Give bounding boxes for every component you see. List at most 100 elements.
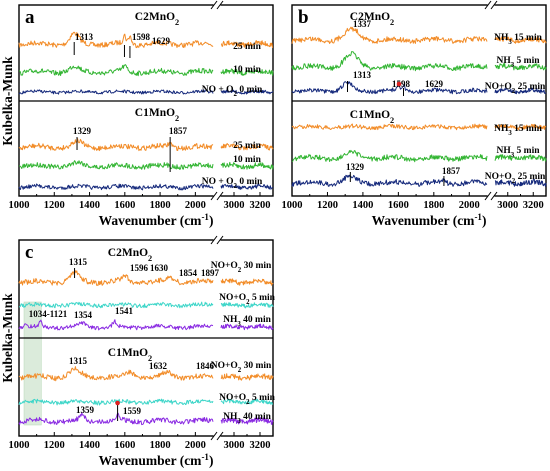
peak-label: 1630 — [150, 263, 169, 273]
x-tick-label: 1800 — [150, 200, 171, 211]
x-tick-label: 3000 — [224, 440, 245, 451]
series-label: NO+O2 25 min — [485, 82, 546, 95]
y-axis-label: Kubelka-Munk — [0, 293, 15, 383]
x-tick-label: 1600 — [388, 200, 409, 211]
x-axis-label: Wavenumber (cm-1) — [372, 212, 487, 228]
series-label: NO+O2 5 min — [219, 393, 276, 406]
x-tick-label: 1400 — [352, 200, 373, 211]
panel-label: c — [25, 242, 33, 263]
trace-a-c2-25min — [18, 31, 273, 49]
series-label: 10 min — [233, 65, 261, 75]
peak-label: 1857 — [169, 126, 188, 136]
axis-break-mark — [210, 0, 218, 10]
peak-label: 1846 — [196, 361, 215, 371]
series-label: NH3 40 min — [223, 315, 271, 328]
x-axis-label: Wavenumber (cm-1) — [99, 452, 214, 468]
x-tick-label: 1800 — [150, 440, 171, 451]
peak-label: 1359 — [76, 405, 95, 415]
trace-b-c1-nh3-15 — [291, 123, 547, 131]
x-tick-label: 1000 — [282, 200, 303, 211]
trace-b-c2-no25 — [291, 81, 547, 95]
axis-break-mark — [210, 235, 218, 245]
subplot-title: C1MnO2 — [135, 107, 179, 123]
trace-a-c1-0min — [18, 183, 274, 191]
axis-break-mark — [484, 0, 492, 10]
trace-b-c2-nh3-15 — [291, 26, 547, 44]
x-tick-label: 2000 — [185, 200, 206, 211]
x-tick-label: 1200 — [44, 200, 65, 211]
axis-break-mark — [490, 191, 498, 201]
series-label: NH3 5 min — [496, 56, 540, 69]
axis-break-mark — [490, 0, 498, 10]
series-label: NH3 15 min — [494, 124, 542, 137]
axis-break-mark — [484, 191, 492, 201]
series-label: NO+O2 30 min — [211, 361, 272, 374]
peak-dot-marker — [396, 81, 402, 87]
trace-c-c2-no5 — [18, 301, 274, 309]
peak-label: 1315 — [69, 257, 88, 267]
trace-a-c2-0min — [18, 89, 274, 95]
x-tick-label: 3200 — [523, 200, 544, 211]
subplot-title: C1MnO2 — [108, 347, 152, 363]
subplot-title: C2MnO2 — [108, 247, 152, 263]
peak-label: 1034-1121 — [29, 309, 68, 319]
peak-label: 1559 — [123, 406, 142, 416]
peak-label: 1596 — [130, 263, 149, 273]
trace-a-c1-25min — [18, 138, 274, 152]
peak-label: 1854 — [179, 268, 198, 278]
x-tick-label: 1000 — [9, 200, 30, 211]
x-tick-label: 1400 — [79, 200, 100, 211]
axis-break-mark — [216, 431, 224, 441]
peak-label: 1857 — [442, 166, 461, 176]
peak-label: 1632 — [149, 361, 168, 371]
x-tick-label: 1600 — [114, 440, 135, 451]
axis-break-mark — [216, 0, 224, 10]
panel-label: b — [298, 7, 309, 28]
trace-b-c1-nh3-5 — [291, 149, 547, 163]
trace-c-c2-nh3-40 — [18, 319, 274, 331]
series-label: NO + O2 0 min — [202, 85, 263, 98]
x-tick-label: 1200 — [317, 200, 338, 211]
subplot-title: C1MnO2 — [350, 109, 394, 125]
x-axis-label: Wavenumber (cm-1) — [99, 212, 214, 228]
x-tick-label: 3200 — [250, 200, 271, 211]
axis-break-mark — [210, 191, 218, 201]
x-tick-label: 1400 — [79, 440, 100, 451]
peak-label: 1897 — [201, 268, 220, 278]
axis-break-mark — [210, 431, 218, 441]
subplot-title: C2MnO2 — [350, 11, 394, 27]
series-label: NH3 15 min — [494, 33, 542, 46]
x-tick-label: 2000 — [459, 200, 480, 211]
series-label: NO+O2 25 min — [485, 172, 546, 185]
series-label: NO+O2 30 min — [211, 261, 272, 274]
series-label: 25 min — [233, 141, 261, 151]
trace-c-c1-no30 — [18, 366, 274, 382]
axis-break-mark — [216, 235, 224, 245]
trace-a-c2-10min — [19, 64, 274, 77]
peak-label: 1329 — [346, 162, 365, 172]
x-tick-label: 1800 — [423, 200, 444, 211]
peak-label: 1337 — [353, 19, 372, 29]
peak-dot-marker — [115, 400, 120, 406]
x-tick-label: 1200 — [44, 440, 65, 451]
x-tick-label: 3000 — [497, 200, 518, 211]
x-tick-label: 1600 — [114, 200, 135, 211]
subplot-title: C2MnO2 — [135, 11, 179, 27]
y-axis-label: Kubelka-Munk — [0, 56, 15, 146]
peak-label: 1629 — [152, 36, 171, 46]
x-tick-label: 3200 — [250, 440, 271, 451]
peak-label: 1313 — [353, 70, 372, 80]
series-label: NH3 40 min — [223, 412, 271, 425]
panel-label: a — [25, 7, 35, 28]
trace-b-c1-no25 — [291, 174, 547, 188]
peak-label: 1329 — [73, 126, 92, 136]
axis-break-mark — [216, 191, 224, 201]
peak-label: 1541 — [115, 306, 134, 316]
series-label: 10 min — [233, 155, 261, 165]
highlight-band — [23, 301, 42, 426]
peak-label: 1354 — [74, 310, 93, 320]
trace-c-c2-no30 — [18, 270, 274, 286]
trace-a-c1-10min — [18, 160, 274, 170]
peak-label: 1313 — [75, 32, 94, 42]
